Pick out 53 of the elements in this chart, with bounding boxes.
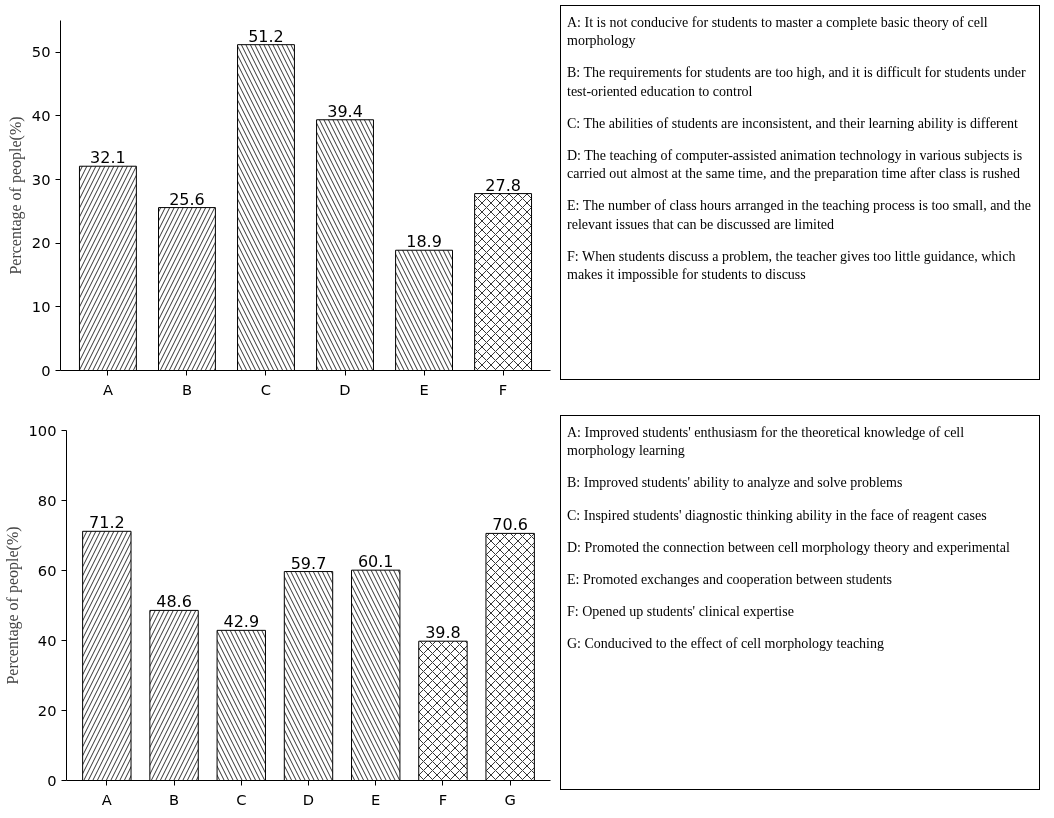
- data-label: 27.8: [485, 175, 521, 195]
- y-tick-label: 60: [37, 561, 57, 579]
- y-tick-label: 20: [31, 234, 51, 252]
- data-label: 48.6: [156, 592, 192, 612]
- data-label: 39.4: [327, 101, 363, 121]
- data-label: 60.1: [357, 552, 394, 572]
- x-tick-label: F: [438, 790, 448, 808]
- x-tick-label: C: [260, 380, 272, 398]
- text: F: When students discuss a problem, the teacher gives too little guidance, which makes it impossible for students to discuss: [567, 247, 1017, 284]
- text: G: Conducived to the effect of cell morphology teaching: [567, 635, 885, 654]
- text: D: Promoted the connection between cell morphology theory and experimental: [567, 538, 1011, 557]
- text: C: The abilities of students are inconsistent, and their learning ability is different: [567, 114, 1019, 133]
- x-tick-label: E: [419, 380, 429, 398]
- y-tick-label: 100: [28, 421, 57, 439]
- y-tick-label: 30: [31, 170, 51, 188]
- text: E: The number of class hours arranged in the teaching process is too small, and the relevant issues that can be discussed are limited: [567, 197, 1032, 234]
- y-tick-label: 10: [31, 297, 51, 315]
- text: D: The teaching of computer-assisted animation technology in various subjects is carried out almost at the same time, and the preparation time after class is rushed: [567, 146, 1024, 184]
- x-tick-label: F: [498, 380, 508, 398]
- y-tick-label: 40: [37, 631, 57, 649]
- data-label: 70.6: [492, 515, 528, 535]
- data-label: 32.1: [90, 148, 126, 168]
- x-tick-label: A: [102, 380, 113, 398]
- data-label: 51.2: [248, 26, 284, 46]
- x-tick-label: D: [339, 380, 351, 398]
- y-tick-label: 80: [37, 491, 57, 509]
- text: B: The requirements for students are too high, and it is difficult for students under test-oriented education to control: [567, 64, 1027, 101]
- x-tick-label: B: [169, 790, 180, 808]
- data-label: 18.9: [406, 232, 442, 252]
- data-label: 39.8: [425, 623, 461, 643]
- text: F: Opened up students' clinical expertise: [567, 603, 795, 622]
- text: E: Promoted exchanges and cooperation between students: [567, 570, 893, 589]
- text: A: It is not conducive for students to master a complete basic theory of cell morphology: [567, 14, 989, 51]
- x-tick-label: E: [371, 790, 381, 808]
- x-tick-label: C: [236, 790, 247, 808]
- x-tick-label: G: [504, 790, 516, 808]
- x-tick-label: B: [181, 380, 192, 398]
- text: A: Improved students' enthusiasm for the theoretical knowledge of cell morphology learning: [567, 424, 966, 461]
- x-tick-label: A: [101, 790, 112, 808]
- data-label: 25.6: [169, 189, 205, 209]
- text: C: Inspired students' diagnostic thinking ability in the face of reagent cases: [567, 506, 988, 525]
- y-tick-label: 40: [31, 106, 51, 124]
- y-axis-title: Percentage of people(%): [6, 116, 25, 275]
- y-tick-label: 20: [37, 701, 57, 719]
- y-axis-title: Percentage of people(%): [3, 526, 22, 685]
- y-tick-label: 0: [47, 771, 57, 789]
- data-label: 42.9: [223, 612, 260, 632]
- y-tick-label: 50: [31, 43, 51, 61]
- text: B: Improved students' ability to analyze and solve problems: [567, 474, 904, 493]
- x-tick-label: D: [302, 790, 315, 808]
- data-label: 59.7: [290, 553, 327, 573]
- y-tick-label: 0: [41, 361, 51, 379]
- data-label: 71.2: [89, 513, 125, 533]
